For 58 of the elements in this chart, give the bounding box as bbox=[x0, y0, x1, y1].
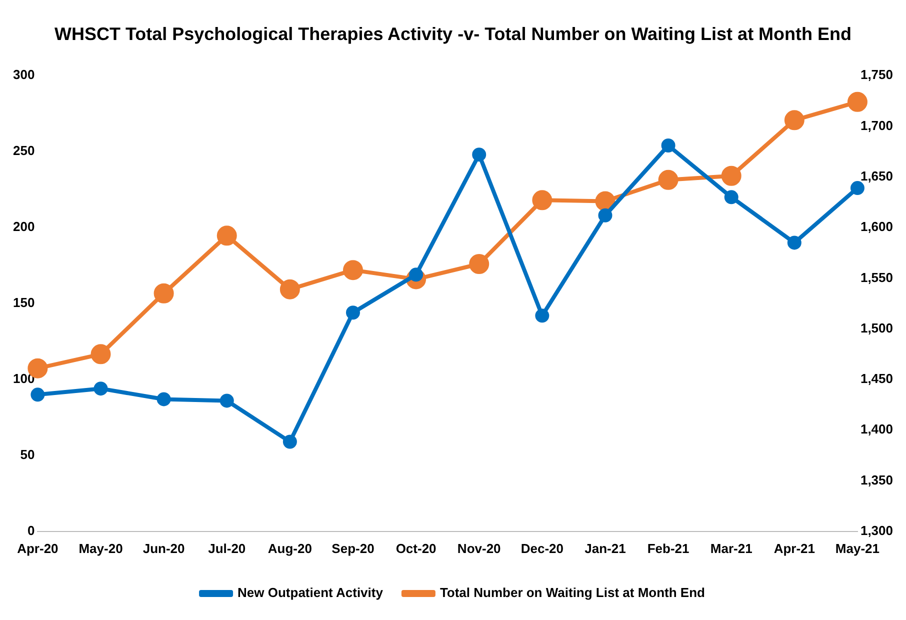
point bbox=[30, 388, 45, 402]
point bbox=[469, 254, 490, 274]
point bbox=[156, 392, 171, 406]
x-tick-label: Oct-20 bbox=[396, 540, 436, 556]
point bbox=[535, 308, 550, 323]
x-tick-label: Jan-21 bbox=[584, 540, 626, 556]
point bbox=[346, 306, 360, 320]
y-tick-label: 200 bbox=[12, 219, 35, 234]
y2-tick-label: 1,300 bbox=[860, 522, 894, 538]
x-tick-label: May-20 bbox=[78, 540, 123, 556]
x-tick-label: May-21 bbox=[835, 540, 880, 556]
x-tick-label: Apr-21 bbox=[774, 540, 815, 556]
point bbox=[94, 382, 108, 396]
x-tick-label: Jul-20 bbox=[208, 540, 246, 556]
x-tick-label: Apr-20 bbox=[17, 540, 58, 556]
legend-label: Total Number on Waiting List at Month End bbox=[440, 585, 706, 600]
x-tick-label: Feb-21 bbox=[647, 540, 690, 556]
point bbox=[342, 260, 363, 280]
y2-tick-label: 1,450 bbox=[860, 371, 894, 386]
point bbox=[658, 170, 678, 190]
y-tick-label: 150 bbox=[12, 295, 35, 310]
point bbox=[724, 190, 738, 204]
x-tick-label: Dec-20 bbox=[520, 540, 564, 556]
y-tick-label: 0 bbox=[27, 522, 35, 538]
y2-tick-label: 1,750 bbox=[860, 67, 894, 82]
x-tick-label: Sep-20 bbox=[332, 540, 374, 556]
point bbox=[787, 236, 802, 250]
chart-title: WHSCT Total Psychological Therapies Activity -v- Total Number on Waiting List at Month End bbox=[54, 24, 852, 44]
point bbox=[661, 138, 676, 152]
x-tick-label: Jun-20 bbox=[142, 540, 185, 556]
point bbox=[721, 166, 742, 186]
x-tick-label: Mar-21 bbox=[710, 540, 752, 556]
point bbox=[595, 191, 616, 212]
point bbox=[784, 110, 804, 130]
y-tick-label: 250 bbox=[12, 143, 35, 158]
point bbox=[850, 181, 864, 196]
point bbox=[847, 92, 868, 112]
point bbox=[282, 434, 297, 449]
point bbox=[280, 279, 300, 300]
y2-tick-label: 1,500 bbox=[860, 320, 894, 336]
y2-tick-label: 1,700 bbox=[860, 118, 894, 133]
x-tick-label: Aug-20 bbox=[268, 540, 312, 556]
point bbox=[598, 208, 612, 222]
point bbox=[154, 283, 174, 304]
y-tick-label: 300 bbox=[12, 67, 35, 82]
legend-label: New Outpatient Activity bbox=[238, 585, 384, 600]
point bbox=[90, 344, 111, 364]
y2-tick-label: 1,350 bbox=[860, 472, 894, 488]
x-tick-label: Nov-20 bbox=[457, 540, 501, 556]
point bbox=[216, 226, 237, 246]
point bbox=[220, 394, 234, 408]
y2-tick-label: 1,600 bbox=[860, 219, 894, 234]
y-tick-label: 50 bbox=[20, 447, 35, 462]
y2-tick-label: 1,550 bbox=[860, 270, 894, 285]
y2-tick-label: 1,650 bbox=[860, 168, 894, 184]
point bbox=[472, 148, 486, 162]
point bbox=[532, 190, 552, 210]
y2-tick-label: 1,400 bbox=[860, 422, 894, 437]
